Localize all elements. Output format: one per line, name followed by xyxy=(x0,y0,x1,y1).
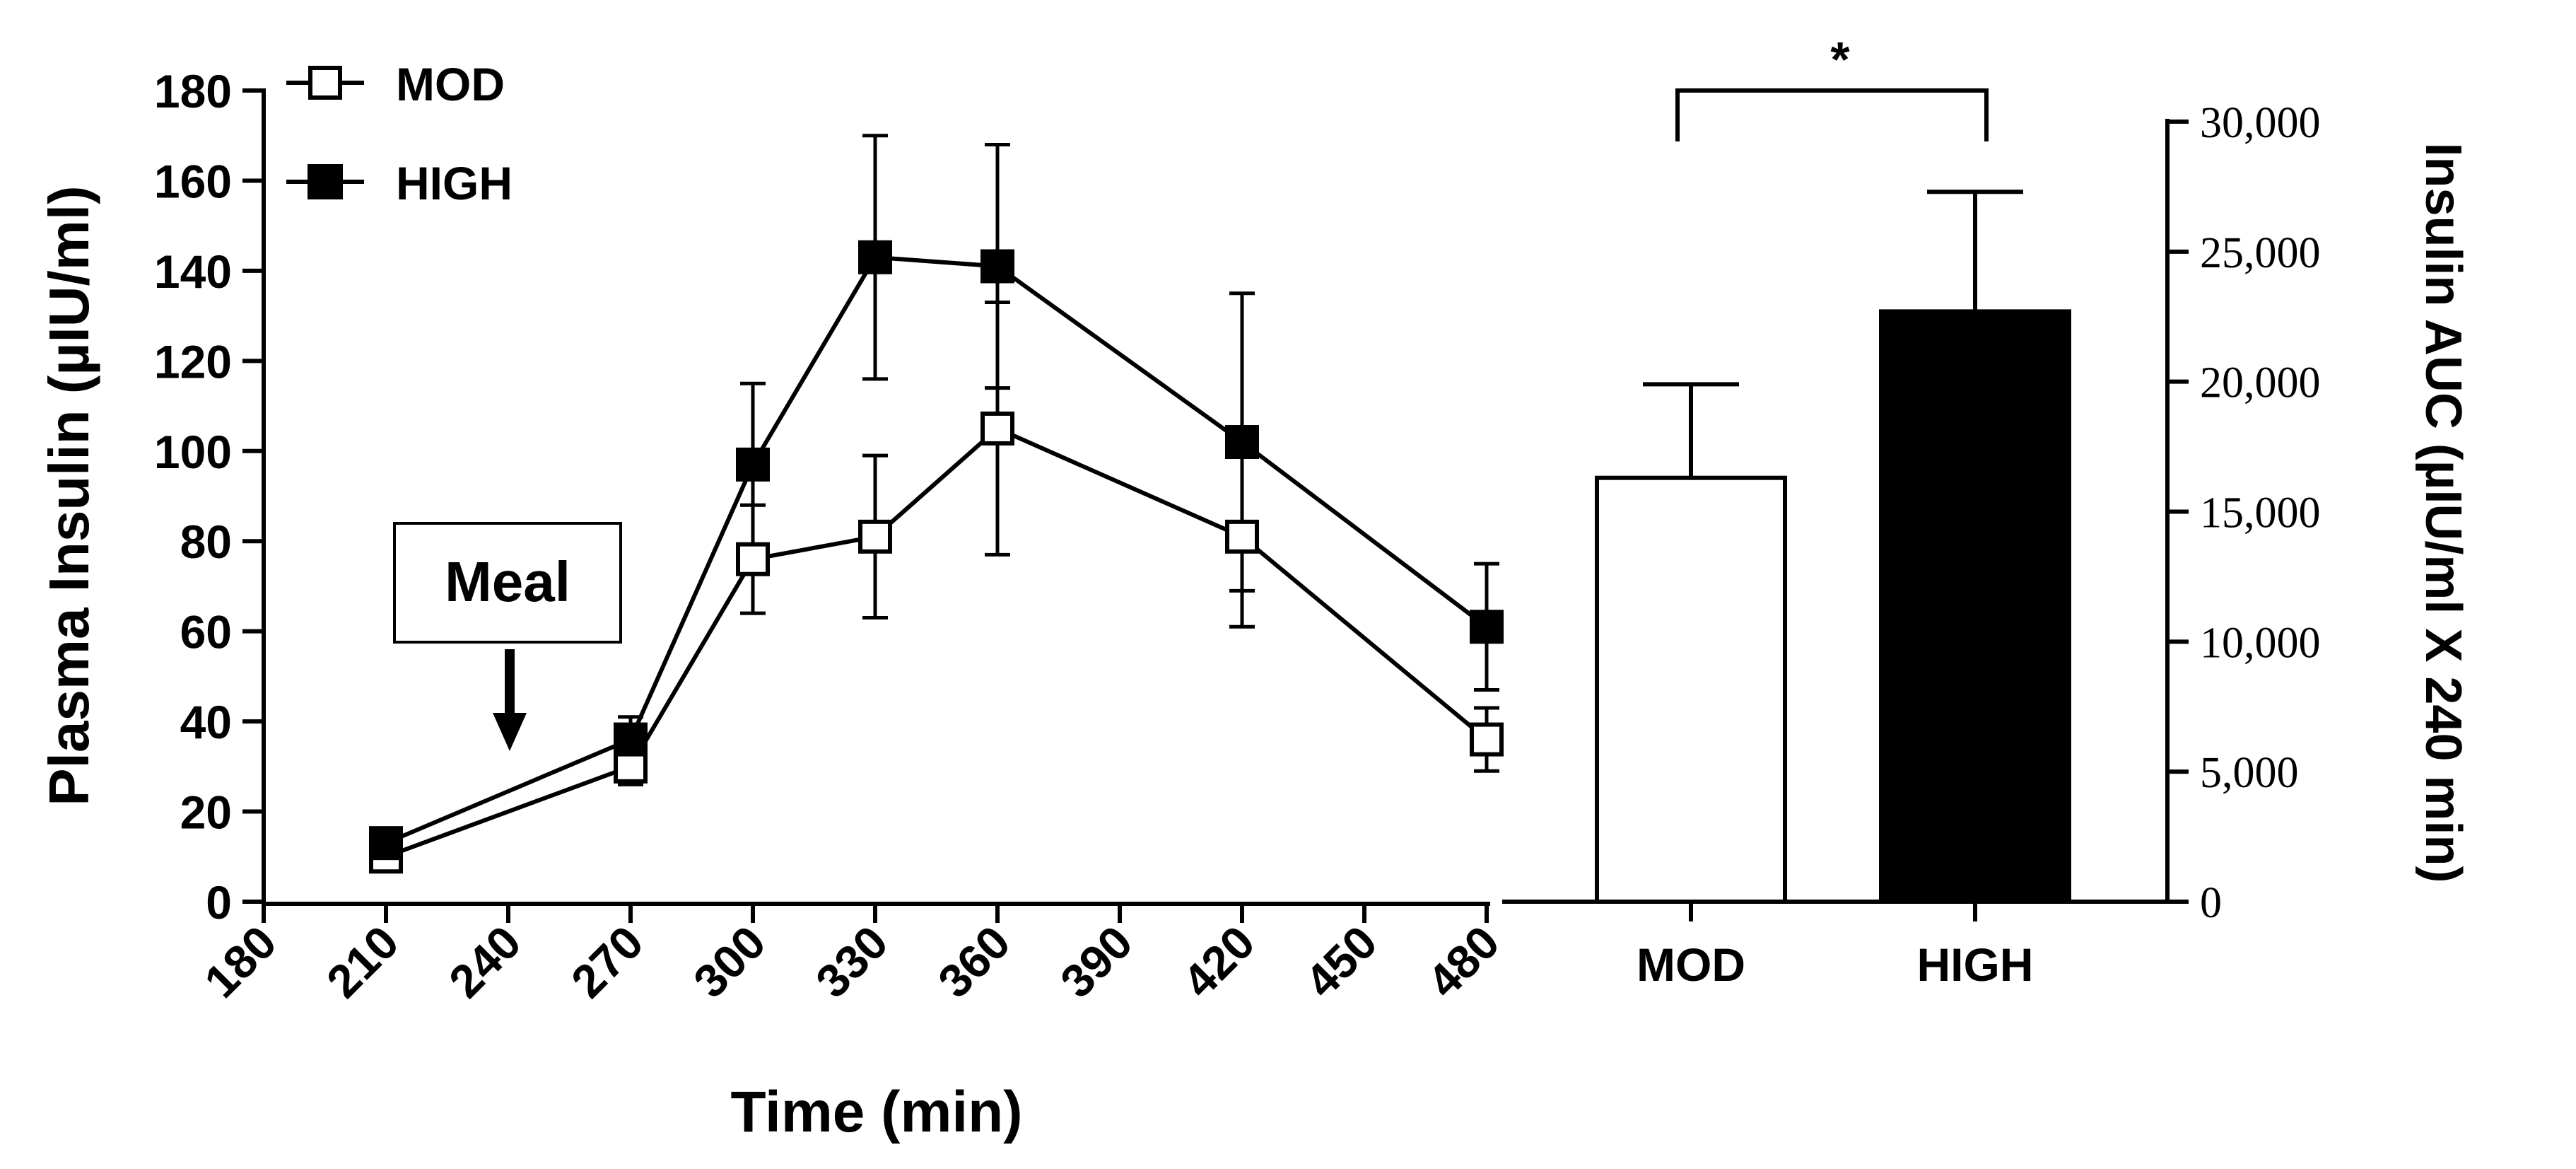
data-point-mod xyxy=(1225,519,1259,554)
data-point-mod xyxy=(1470,722,1504,757)
x-tick-label: 330 xyxy=(806,916,898,1008)
y-tick-label: 20 xyxy=(180,786,232,839)
line-chart: 0 20 40 60 80 100 120 140 160 180 180 210 240 270 300… xyxy=(37,58,1509,1144)
bar-chart-category-labels: MOD HIGH xyxy=(1637,902,2034,991)
meal-annotation: Meal xyxy=(393,522,622,751)
data-point-high xyxy=(736,447,770,482)
category-label-high: HIGH xyxy=(1917,938,2034,991)
data-point-high xyxy=(858,240,892,274)
data-point-mod xyxy=(858,519,892,554)
x-tick-label: 450 xyxy=(1295,916,1387,1008)
significance-bracket: * xyxy=(1675,32,1989,141)
bar-y-tick-label: 30,000 xyxy=(2200,99,2321,147)
data-point-high xyxy=(614,722,648,757)
data-point-high xyxy=(1470,610,1504,644)
bar-group-mod xyxy=(1595,382,1787,904)
legend-high-marker xyxy=(308,164,343,199)
meal-box xyxy=(393,522,622,644)
x-tick-label: 300 xyxy=(684,916,775,1008)
markers-high xyxy=(369,240,1504,861)
y-tick-label: 80 xyxy=(180,516,232,568)
y-tick-label: 140 xyxy=(154,245,232,298)
bar-y-tick-label: 20,000 xyxy=(2200,359,2321,407)
legend-item-mod: MOD xyxy=(286,58,505,110)
legend-item-high: HIGH xyxy=(286,157,513,209)
data-point-high xyxy=(1225,425,1259,460)
bar-y-tick-label: 10,000 xyxy=(2200,619,2321,667)
legend-high-label: HIGH xyxy=(396,157,513,209)
line-chart-y-axis-title: Plasma Insulin (µIU/ml) xyxy=(37,185,100,805)
line-chart-x-axis-title: Time (min) xyxy=(730,1080,1022,1144)
y-tick-label: 100 xyxy=(154,426,232,478)
significance-star: * xyxy=(1830,32,1850,87)
data-point-high xyxy=(369,826,403,861)
category-label-mod: MOD xyxy=(1637,938,1745,991)
x-tick-label: 240 xyxy=(439,916,531,1008)
bar-chart: 0 5,000 10,000 15,000 20,000 25,000 30,000 MOD… xyxy=(1502,32,2471,991)
bar-y-tick-label: 5,000 xyxy=(2200,749,2299,797)
x-tick-label: 360 xyxy=(928,916,1020,1008)
line-chart-x-ticks: 180 210 240 270 300 330 360 390 420 450 480 xyxy=(194,902,1509,1008)
bar-layer xyxy=(1595,190,2071,904)
data-point-mod xyxy=(736,542,770,576)
bar-y-tick-label: 25,000 xyxy=(2200,229,2321,277)
y-tick-label: 60 xyxy=(180,606,232,658)
x-tick-label: 480 xyxy=(1417,916,1509,1008)
y-tick-label: 160 xyxy=(154,155,232,207)
y-tick-label: 0 xyxy=(206,876,232,929)
meal-label: Meal xyxy=(445,550,570,613)
x-tick-label: 210 xyxy=(317,916,409,1008)
x-tick-label: 180 xyxy=(194,916,286,1008)
y-tick-label: 180 xyxy=(154,65,232,117)
bar-y-tick-label: 15,000 xyxy=(2200,489,2321,537)
legend: MOD HIGH xyxy=(286,58,513,209)
bar-chart-y-ticks: 0 5,000 10,000 15,000 20,000 25,000 30,000 xyxy=(2167,99,2321,927)
y-tick-label: 40 xyxy=(180,696,232,748)
significance-line xyxy=(1675,88,1989,141)
bar-mod xyxy=(1595,475,1787,904)
line-chart-y-ticks: 0 20 40 60 80 100 120 140 160 180 xyxy=(154,65,264,929)
bar-high xyxy=(1879,309,2071,904)
series-high xyxy=(373,134,1499,854)
bar-chart-y-axis-title-text: Insulin AUC (µIU/ml X 240 min) xyxy=(2415,143,2471,883)
data-point-high xyxy=(980,249,1014,284)
data-point-mod xyxy=(980,411,1014,446)
meal-arrow-head xyxy=(493,713,527,751)
legend-mod-marker xyxy=(308,66,342,100)
bar-chart-y-axis-title: Insulin AUC (µIU/ml X 240 min) xyxy=(2415,143,2471,883)
bar-y-tick-label: 0 xyxy=(2200,879,2222,927)
bar-group-high xyxy=(1879,190,2071,904)
line-series-layer xyxy=(369,134,1504,874)
legend-mod-label: MOD xyxy=(396,58,505,110)
x-tick-label: 270 xyxy=(561,916,653,1008)
x-tick-label: 390 xyxy=(1050,916,1142,1008)
x-tick-label: 420 xyxy=(1173,916,1265,1008)
y-tick-label: 120 xyxy=(154,335,232,388)
markers-mod xyxy=(369,411,1504,874)
